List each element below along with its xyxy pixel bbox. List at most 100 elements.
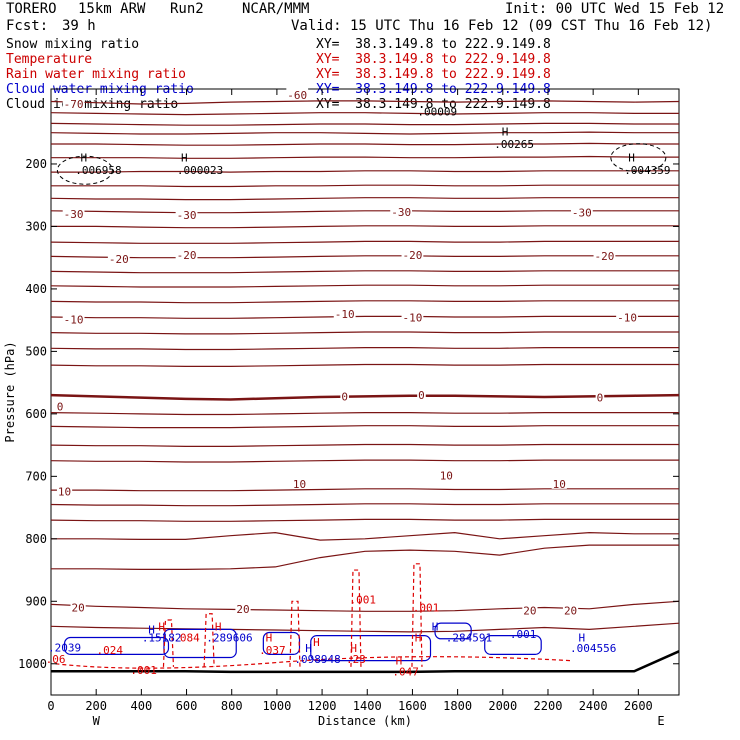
temperature-label: -20 <box>177 249 197 262</box>
snow-contour <box>610 143 667 173</box>
cloud-water-label: .098948 <box>294 653 340 666</box>
header-model: TORERO <box>6 1 57 17</box>
x-tick-label: 2600 <box>624 699 653 713</box>
temperature-contour <box>50 197 679 201</box>
temperature-label-bg <box>55 399 65 412</box>
rain-label: .001 <box>349 593 376 606</box>
header-init: Init: 00 UTC Wed 15 Feb 12 <box>505 1 725 17</box>
temperature-label: -30 <box>391 206 411 219</box>
temperature-contour <box>50 331 679 335</box>
snow-label: .004359 <box>624 164 670 177</box>
x-tick-label: 1600 <box>398 699 427 713</box>
rain-label: .084 <box>173 632 200 645</box>
temperature-label: -10 <box>64 314 84 327</box>
terrain-line <box>51 650 680 674</box>
rain-contour <box>411 563 423 667</box>
temperature-contour <box>50 518 679 522</box>
temperature-label: -20 <box>109 253 129 266</box>
cloud-water-label: .2039 <box>48 642 81 655</box>
temperature-contour <box>51 184 679 188</box>
temperature-contour <box>50 270 679 274</box>
temperature-label-bg <box>56 484 73 497</box>
cloud-water-label: H <box>305 642 312 655</box>
y-tick-label: 200 <box>25 157 47 171</box>
snow-label: .006958 <box>75 164 121 177</box>
snow-label: .000023 <box>177 164 223 177</box>
x-end-label-west: W <box>93 714 101 728</box>
x-tick-label: 800 <box>221 699 243 713</box>
temperature-label-bg <box>401 248 424 261</box>
rain-label: H <box>215 620 222 633</box>
rain-label: .037 <box>259 644 286 657</box>
temperature-contour <box>51 488 679 492</box>
temperature-label: -20 <box>595 250 615 263</box>
y-tick-label: 1000 <box>18 657 47 671</box>
y-tick-label: 600 <box>25 407 47 421</box>
temperature-contour <box>51 225 679 229</box>
temperature-contour <box>50 240 679 244</box>
y-tick-label: 400 <box>25 282 47 296</box>
x-tick-label: 1400 <box>353 699 382 713</box>
temperature-contour <box>51 531 679 541</box>
field-xy-range: XY= 38.3.149.8 to 222.9.149.8 <box>316 37 551 52</box>
cloud-water-label: .284591 <box>446 632 492 645</box>
x-tick-label: 600 <box>176 699 198 713</box>
x-tick-label: 0 <box>47 699 54 713</box>
header-valid: Valid: 15 UTC Thu 16 Feb 12 (09 CST Thu … <box>291 18 713 34</box>
temperature-label: 10 <box>293 478 306 491</box>
cloud-water-label: H <box>148 623 155 636</box>
header-run: Run2 <box>170 1 204 17</box>
rain-label: .001 <box>130 664 157 677</box>
cloud-water-label: .001 <box>510 628 537 641</box>
temperature-label-bg <box>286 88 309 101</box>
x-tick-label: 2400 <box>579 699 608 713</box>
cloud-water-contour <box>310 635 432 662</box>
rain-label: .047 <box>392 665 419 678</box>
temperature-label-bg <box>551 476 567 489</box>
field-xy-range: XY= 38.3.149.8 to 222.9.149.8 <box>316 52 551 67</box>
y-tick-label: 900 <box>25 594 47 608</box>
y-tick-label: 300 <box>25 219 47 233</box>
snow-contour <box>56 155 113 185</box>
x-tick-label: 2200 <box>534 699 563 713</box>
temperature-label: 20 <box>236 603 249 616</box>
x-tick-label: 2000 <box>488 699 517 713</box>
temperature-label: -30 <box>572 207 592 220</box>
temperature-contour <box>50 315 679 319</box>
rain-contour <box>162 619 175 667</box>
temperature-contour <box>50 300 679 304</box>
temperature-contour <box>51 170 679 173</box>
temperature-label-bg <box>107 251 130 264</box>
header-center: NCAR/MMM <box>242 1 310 17</box>
temperature-contour <box>50 443 679 447</box>
field-name: Rain water mixing ratio <box>6 67 187 82</box>
temperature-contour <box>50 284 679 288</box>
temperature-label: 0 <box>341 390 348 403</box>
temperature-label: 0 <box>57 400 64 413</box>
cloud-water-label: H <box>432 620 439 633</box>
temperature-label-bg <box>175 248 198 261</box>
temperature-label: 20 <box>564 605 577 618</box>
header-fcst-label: Fcst: <box>6 18 49 34</box>
temperature-label: -30 <box>177 209 197 222</box>
temperature-label-bg <box>438 468 454 481</box>
plot-frame <box>50 88 680 696</box>
temperature-label: -60 <box>287 89 307 102</box>
snow-label: .00009 <box>417 105 457 118</box>
temperature-label: 10 <box>553 478 566 491</box>
field-name: Cloud ice mixing ratio <box>6 97 179 112</box>
temperature-label: 10 <box>440 470 453 483</box>
temperature-contour <box>50 459 679 463</box>
x-tick-label: 200 <box>85 699 107 713</box>
rain-label: H <box>266 632 273 645</box>
temperature-contour <box>50 622 680 633</box>
snow-label: H <box>502 125 509 138</box>
temperature-label-bg <box>62 312 85 325</box>
y-tick-label: 700 <box>25 469 47 483</box>
field-name: Temperature <box>6 52 93 67</box>
temperature-label: 20 <box>523 605 536 618</box>
cloud-water-label: H <box>579 632 586 645</box>
temperature-contour <box>50 347 679 351</box>
y-tick-label: 500 <box>25 344 47 358</box>
cloud-water-label: .15182 <box>142 632 182 645</box>
